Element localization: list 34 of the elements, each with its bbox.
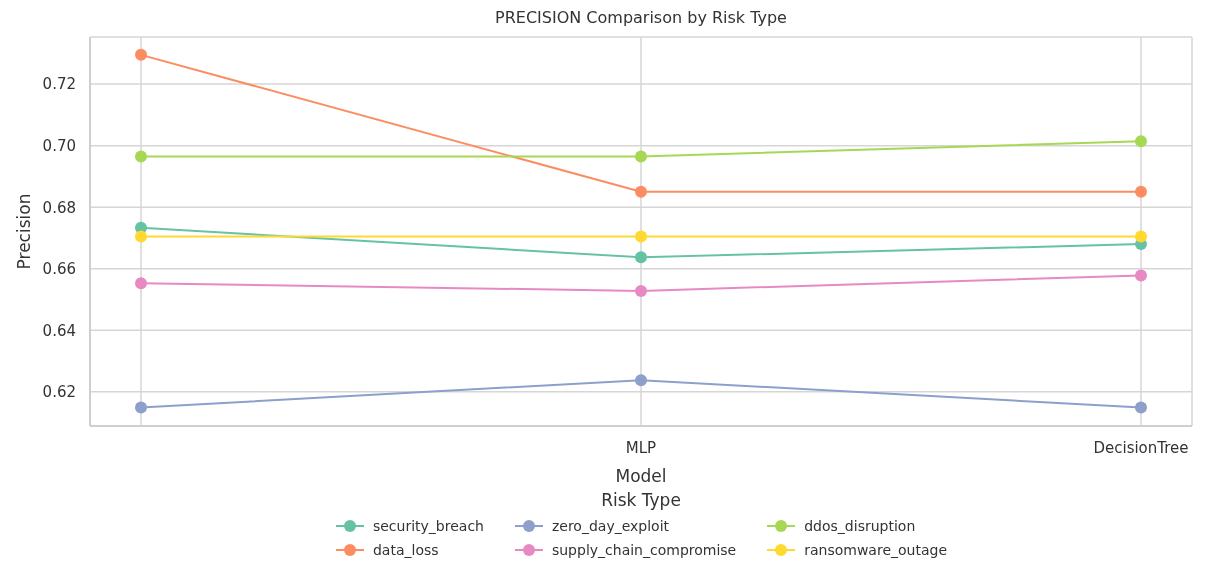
x-tick-label: DecisionTree (1093, 438, 1189, 457)
point (1135, 401, 1147, 414)
x-axis-title: Model (615, 466, 667, 486)
legend-title: Risk Type (601, 490, 681, 510)
point (635, 251, 647, 264)
point (135, 150, 147, 163)
y-tick-label: 0.64 (42, 321, 76, 340)
point (1135, 269, 1147, 282)
point (635, 284, 647, 297)
legend-label: supply_chain_compromise (551, 542, 737, 558)
y-tick-label: 0.70 (42, 136, 76, 155)
legend-label: ransomware_outage (804, 542, 948, 558)
y-tick-label: 0.62 (42, 383, 76, 402)
point (1135, 135, 1147, 148)
point (135, 230, 147, 243)
point (1135, 230, 1147, 243)
y-axis-title: Precision (14, 193, 35, 270)
y-tick-label: 0.68 (42, 198, 76, 217)
chart-title: PRECISION Comparison by Risk Type (494, 8, 788, 27)
y-tick-label: 0.72 (42, 75, 76, 94)
point (635, 150, 647, 163)
legend-label: security_breach (372, 518, 484, 534)
y-tick-label: 0.66 (42, 260, 76, 279)
legend-label: ddos_disruption (804, 518, 916, 534)
legend-label: zero_day_exploit (551, 518, 670, 534)
point (635, 230, 647, 243)
x-tick-label: MLP (625, 438, 657, 457)
point (635, 374, 647, 387)
point (135, 48, 147, 61)
point (1135, 185, 1147, 198)
point (635, 185, 647, 198)
point (135, 277, 147, 290)
legend-label: data_loss (372, 542, 439, 558)
point (135, 401, 147, 414)
